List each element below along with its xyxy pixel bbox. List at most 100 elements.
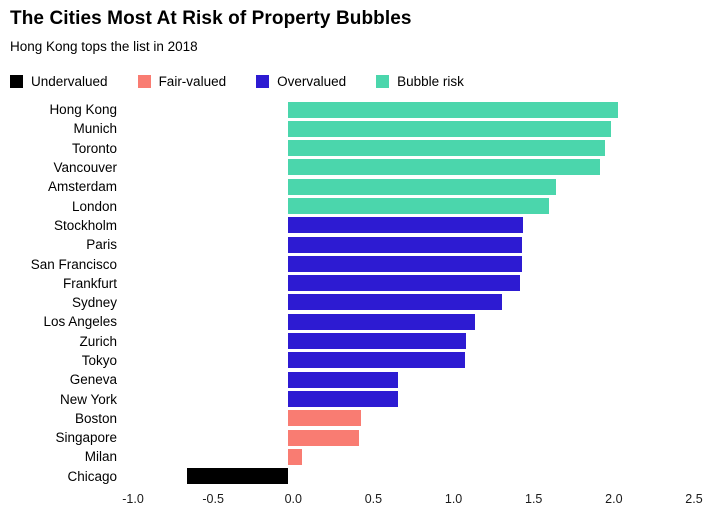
city-label: Geneva: [69, 372, 117, 388]
chart-subtitle: Hong Kong tops the list in 2018: [10, 39, 198, 54]
legend-label: Fair-valued: [158, 73, 227, 89]
chart-row: Tokyo: [10, 351, 694, 370]
chart-row: Toronto: [10, 139, 694, 158]
chart-row: Sydney: [10, 293, 694, 312]
bar: [287, 159, 600, 176]
bar-track: [125, 293, 694, 312]
x-tick-label: 2.5: [685, 491, 703, 506]
chart-title: The Cities Most At Risk of Property Bubb…: [10, 8, 412, 29]
chart-row: Munich: [10, 119, 694, 138]
city-label: Hong Kong: [49, 102, 117, 118]
chart-row: Chicago: [10, 467, 694, 486]
bar: [287, 448, 303, 465]
city-label: Stockholm: [53, 217, 117, 233]
chart-row: Paris: [10, 235, 694, 254]
city-label: Paris: [86, 237, 117, 253]
chart-row: Stockholm: [10, 216, 694, 235]
bar: [186, 468, 288, 485]
bar: [287, 140, 605, 157]
bar: [287, 313, 475, 330]
plot-rows: Hong Kong Munich Toronto Vancouver Amsterdam…: [10, 100, 694, 486]
chart-row: New York: [10, 389, 694, 408]
x-tick-label: 0.0: [284, 491, 302, 506]
bar-track: [125, 139, 694, 158]
city-label: Zurich: [79, 333, 117, 349]
bar-track: [125, 428, 694, 447]
chart-row: Zurich: [10, 332, 694, 351]
bar-track: [125, 100, 694, 119]
bar: [287, 352, 465, 369]
chart-row: London: [10, 196, 694, 215]
city-label: Boston: [74, 410, 117, 426]
bar-track: [125, 235, 694, 254]
bar: [287, 333, 467, 350]
bar-track: [125, 196, 694, 215]
legend-item: Fair-valued: [137, 73, 227, 89]
bar-track: [125, 216, 694, 235]
legend-item: Undervalued: [10, 74, 108, 89]
legend-label: Overvalued: [277, 73, 347, 89]
bar: [287, 410, 361, 427]
chart-row: Los Angeles: [10, 312, 694, 331]
x-tick-label: 2.0: [605, 491, 623, 506]
legend-label: Undervalued: [31, 73, 108, 89]
bar-track: [125, 312, 694, 331]
bar: [287, 390, 399, 407]
chart-row: Singapore: [10, 428, 694, 447]
bar-track: [125, 119, 694, 138]
bar-track: [125, 447, 694, 466]
bar: [287, 371, 399, 388]
chart-row: Geneva: [10, 370, 694, 389]
chart-legend: Undervalued Fair-valued Overvalued Bubble r…: [10, 72, 694, 90]
bar: [287, 236, 522, 253]
x-tick-label: 1.0: [444, 491, 463, 506]
legend-item: Bubble risk: [376, 74, 464, 89]
bar-track: [125, 467, 694, 486]
bar-track: [125, 409, 694, 428]
city-label: London: [71, 198, 117, 214]
city-label: Sydney: [71, 295, 117, 311]
city-label: Munich: [73, 121, 117, 137]
x-tick-label: -1.0: [122, 491, 144, 506]
bar: [287, 275, 521, 292]
city-label: New York: [59, 391, 117, 407]
bar-track: [125, 370, 694, 389]
legend-swatch-icon: [376, 74, 390, 88]
city-label: Singapore: [55, 430, 117, 446]
bar-track: [125, 332, 694, 351]
bar: [287, 294, 503, 311]
x-axis: -1.0 -0.5 0.0 0.5 1.0 1.5 2.0 2.5: [122, 490, 702, 510]
bar-track: [125, 158, 694, 177]
bar: [287, 178, 556, 195]
bar-track: [125, 254, 694, 273]
legend-swatch-icon: [137, 74, 151, 88]
bar-track: [125, 274, 694, 293]
chart-row: Vancouver: [10, 158, 694, 177]
x-tick-label: 1.5: [525, 491, 543, 506]
x-tick-label: 0.5: [364, 491, 383, 506]
bar: [287, 217, 524, 234]
city-label: San Francisco: [30, 256, 117, 272]
chart-row: Frankfurt: [10, 274, 694, 293]
chart-row: Amsterdam: [10, 177, 694, 196]
bar-track: [125, 351, 694, 370]
city-label: Amsterdam: [47, 179, 117, 195]
city-label: Los Angeles: [43, 314, 117, 330]
chart-row: Boston: [10, 409, 694, 428]
bar: [287, 101, 618, 118]
legend-label: Bubble risk: [397, 73, 464, 89]
city-label: Milan: [84, 449, 117, 465]
legend-swatch-icon: [256, 74, 270, 88]
bar: [287, 197, 550, 214]
legend-swatch-icon: [10, 74, 23, 88]
city-label: Vancouver: [53, 160, 117, 176]
city-label: Frankfurt: [62, 275, 117, 291]
bar: [287, 255, 522, 272]
city-label: Toronto: [71, 140, 117, 156]
chart-row: Milan: [10, 447, 694, 466]
bar: [287, 429, 360, 446]
bar: [287, 120, 612, 137]
bar-track: [125, 177, 694, 196]
chart-row: Hong Kong: [10, 100, 694, 119]
